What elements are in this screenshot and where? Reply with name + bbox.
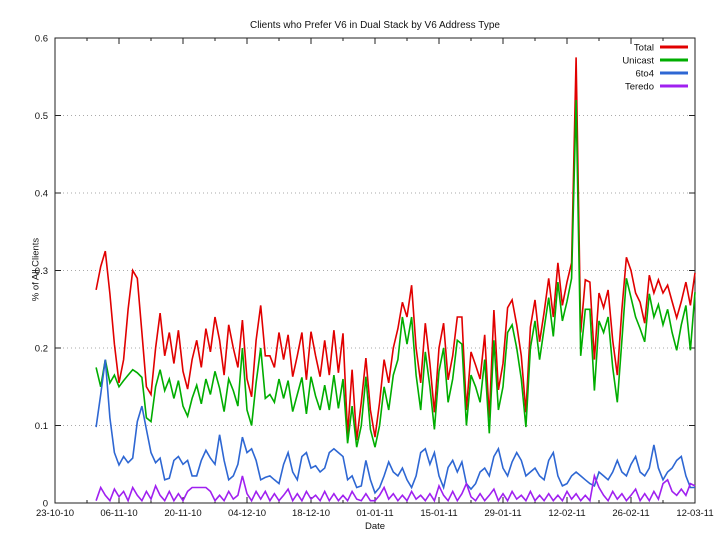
x-tick-label: 12-02-11: [548, 508, 585, 519]
x-tick-label: 04-12-10: [228, 508, 266, 519]
x-tick-label: 18-12-10: [292, 508, 330, 519]
x-tick-label: 01-01-11: [356, 508, 393, 519]
legend-label-total: Total: [634, 43, 654, 54]
plot-border: [54, 37, 696, 504]
x-tick-label: 20-11-10: [164, 508, 201, 519]
y-tick-label: 0.1: [35, 421, 48, 432]
legend-label-unicast: Unicast: [622, 56, 654, 67]
series-total-line: [95, 57, 696, 441]
y-tick-label: 0.2: [35, 344, 48, 355]
series-teredo-line: [95, 473, 696, 503]
x-tick-label: 15-01-11: [420, 508, 457, 519]
x-tick-label: 26-02-11: [612, 508, 649, 519]
y-tick-label: 0.6: [35, 34, 48, 45]
x-tick-label: 06-11-10: [100, 508, 137, 519]
y-tick-label: 0.4: [35, 189, 48, 200]
legend-label-teredo: Teredo: [625, 82, 654, 93]
y-tick-label: 0.5: [35, 111, 48, 122]
series-6to4-line: [95, 359, 695, 495]
y-tick-label: 0: [43, 499, 48, 510]
x-tick-label: 23-10-10: [36, 508, 74, 519]
chart-title: Clients who Prefer V6 in Dual Stack by V…: [250, 20, 500, 31]
y-tick-label: 0.3: [35, 266, 48, 277]
x-axis-label: Date: [364, 521, 386, 532]
x-tick-label: 29-01-11: [484, 508, 521, 519]
x-tick-label: 12-03-11: [676, 508, 713, 519]
series-unicast-line: [95, 99, 696, 448]
legend-label-6to4: 6to4: [636, 69, 655, 80]
